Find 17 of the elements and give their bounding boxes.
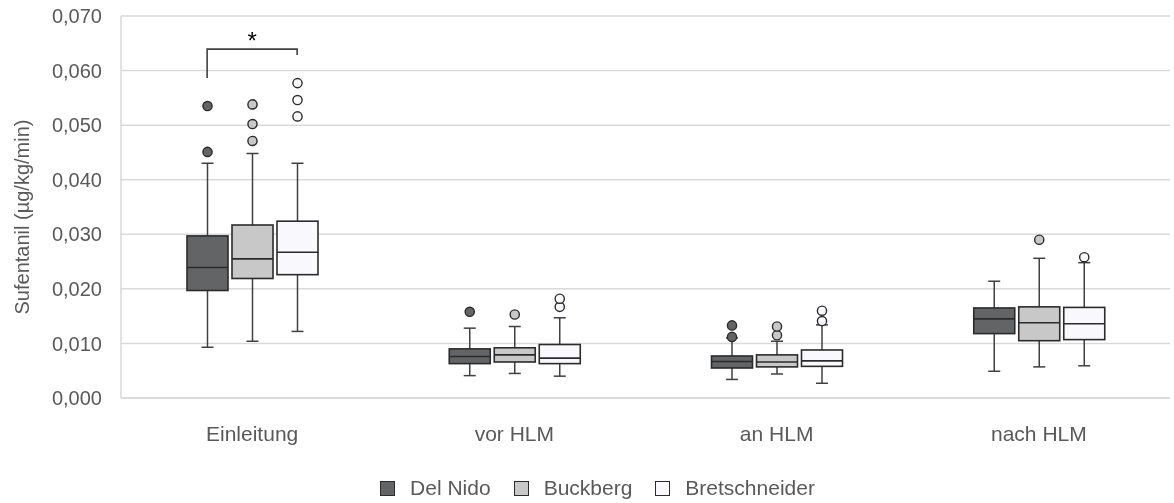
y-tick-label: 0,050 [51, 114, 102, 137]
x-tick-label: an HLM [739, 421, 814, 445]
y-tick-label: 0,070 [51, 5, 102, 28]
legend-label: Del Nido [410, 476, 491, 500]
annotation: * [247, 27, 257, 55]
legend-label: Bretschneider [685, 476, 815, 500]
x-tick-label: Einleitung [206, 421, 299, 445]
y-tick-label: 0,040 [51, 168, 102, 191]
y-tick-label: 0,010 [51, 332, 102, 355]
y-tick-label: 0,030 [51, 223, 102, 246]
y-tick-label: 0,000 [51, 387, 102, 410]
y-axis-title: Sufentanil (µg/kg/min) [11, 119, 33, 315]
x-tick-label: vor HLM [474, 421, 555, 445]
y-tick-label: 0,020 [51, 277, 102, 300]
y-tick-label: 0,060 [51, 59, 102, 82]
x-tick-label: nach HLM [991, 421, 1087, 445]
legend-label: Buckberg [543, 476, 633, 500]
